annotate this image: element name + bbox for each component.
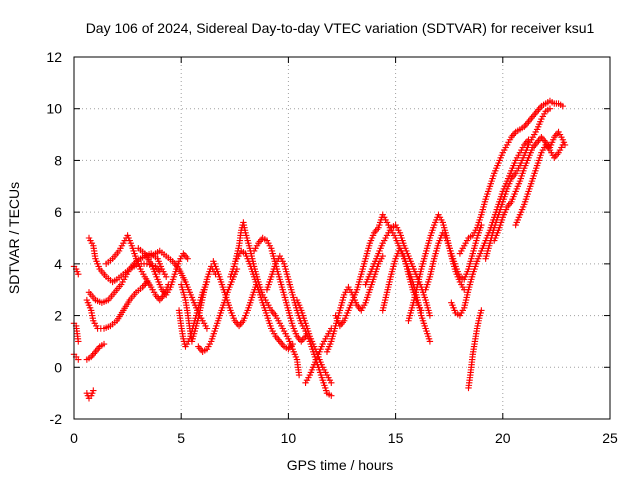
series-track-ab — [448, 136, 532, 319]
x-tick-label: 25 — [602, 430, 618, 446]
data-point — [418, 307, 425, 314]
series-track-m — [175, 278, 211, 350]
series-track-af — [491, 128, 569, 244]
data-point — [100, 340, 108, 348]
data-point — [90, 387, 97, 394]
y-axis-label: SDTVAR / TECUs — [6, 182, 22, 294]
series-track-t — [293, 296, 335, 386]
data-point — [295, 371, 303, 379]
x-tick-label: 10 — [281, 430, 297, 446]
series-track-q — [233, 247, 296, 353]
series-track-c — [70, 351, 82, 363]
series-track-ac — [456, 97, 567, 257]
y-tick-label: 8 — [54, 152, 62, 168]
series-track-f — [83, 278, 151, 332]
series-track-a — [70, 263, 82, 278]
series-track-d — [83, 387, 97, 402]
y-tick-label: 12 — [46, 49, 62, 65]
x-tick-label: 20 — [495, 430, 511, 446]
data-point — [426, 312, 434, 319]
chart-title: Day 106 of 2024, Sidereal Day-to-day VTE… — [86, 20, 595, 36]
data-point — [289, 340, 296, 348]
y-tick-label: 0 — [54, 359, 62, 375]
series-track-aa — [422, 221, 485, 293]
data-point — [559, 141, 567, 149]
series-track-e — [83, 340, 108, 363]
series-track-y — [379, 245, 425, 314]
y-tick-label: 2 — [54, 308, 62, 324]
data-point — [559, 102, 567, 110]
y-tick-label: -2 — [50, 411, 63, 427]
x-tick-label: 0 — [70, 430, 78, 446]
series-track-o — [210, 258, 260, 330]
x-axis-label: GPS time / hours — [287, 457, 394, 473]
data-point — [203, 325, 211, 332]
y-tick-label: 6 — [54, 204, 62, 220]
data-point — [426, 338, 434, 345]
x-tick-label: 15 — [388, 430, 404, 446]
series-track-u — [302, 325, 335, 386]
data-point — [328, 392, 335, 399]
series-track-ag — [512, 141, 567, 229]
data-point — [203, 278, 211, 286]
data-point — [162, 273, 170, 280]
series-track-ae — [482, 105, 554, 262]
x-tick-label: 5 — [177, 430, 185, 446]
data-point — [184, 255, 191, 262]
axis-ticks — [73, 56, 611, 420]
series-track-b — [70, 320, 82, 345]
series-track-j — [135, 245, 191, 299]
grid — [73, 56, 611, 420]
series-track-v — [323, 252, 386, 355]
tick-labels: 0 5 10 15 20 25 -2 0 2 4 6 8 10 12 — [46, 49, 618, 446]
series-track-z — [405, 211, 468, 324]
y-tick-label: 10 — [46, 101, 62, 117]
series-track-x — [362, 221, 434, 319]
data-point — [75, 338, 82, 345]
data-point — [379, 252, 386, 260]
series-track-ad — [465, 307, 485, 392]
series-track-k — [147, 247, 211, 332]
data-point — [75, 356, 82, 363]
data-point — [478, 307, 485, 314]
data-series — [70, 97, 569, 402]
data-point — [328, 379, 335, 386]
data-point — [546, 105, 554, 112]
series-track-p — [227, 219, 303, 379]
plot-frame — [73, 56, 611, 420]
y-tick-label: 4 — [54, 256, 62, 272]
data-point — [75, 271, 82, 278]
